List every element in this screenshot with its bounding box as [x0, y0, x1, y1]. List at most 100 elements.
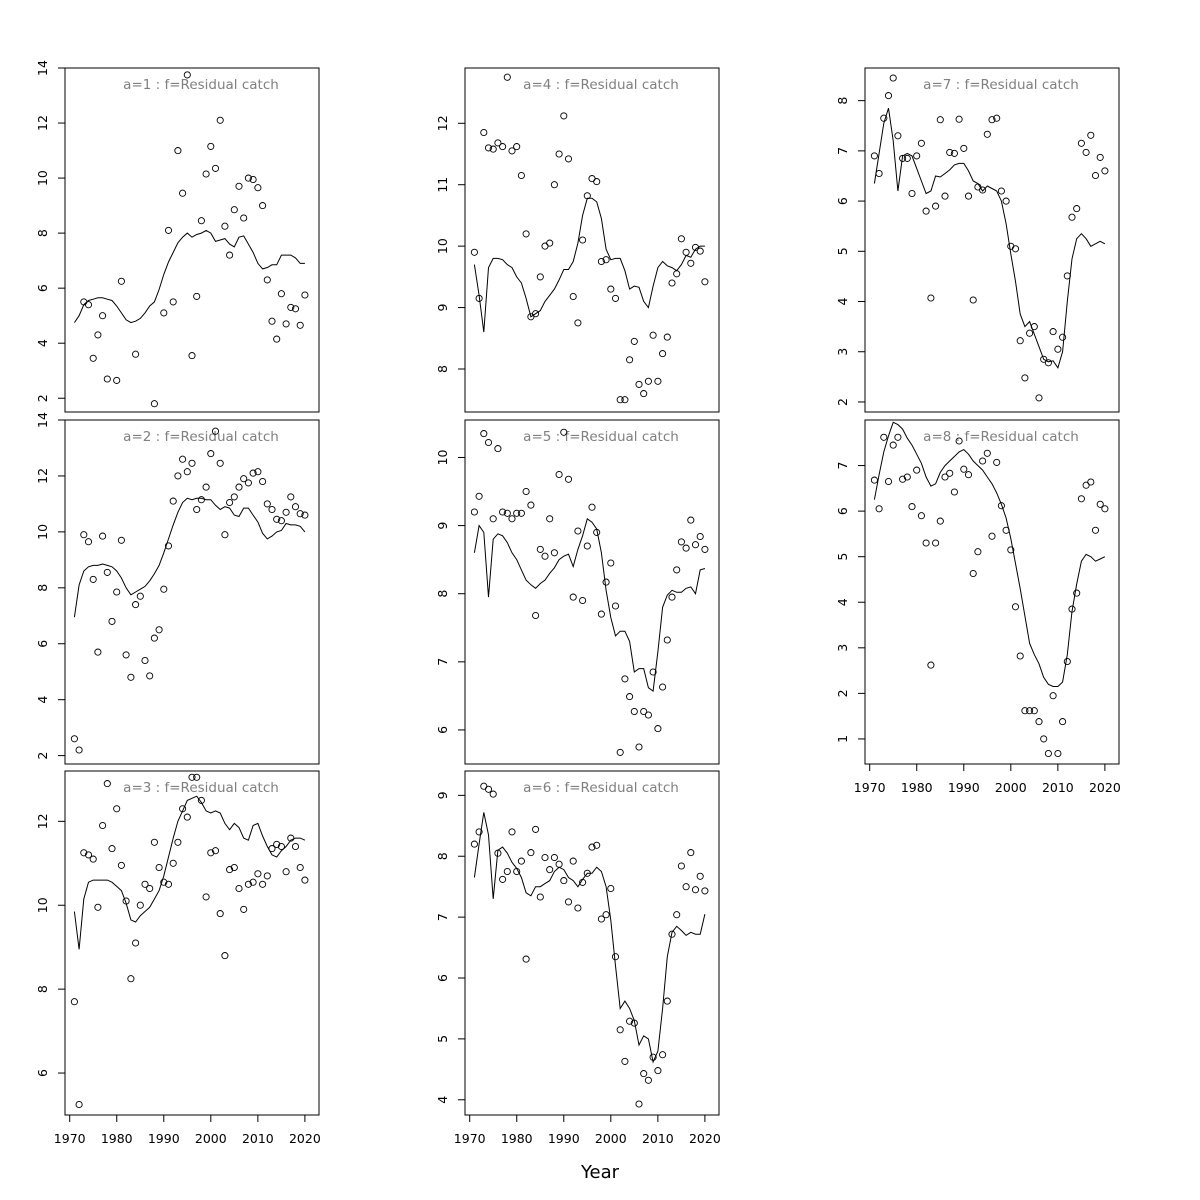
data-point — [484, 438, 493, 447]
data-point — [964, 192, 973, 200]
y-tick-label: 10 — [35, 897, 50, 913]
data-point — [532, 310, 540, 318]
y-tick-label: 10 — [435, 238, 450, 254]
data-point — [169, 298, 177, 306]
data-point — [89, 354, 97, 362]
data-point — [1011, 245, 1020, 253]
data-point — [621, 396, 629, 404]
data-point — [249, 175, 257, 184]
data-point — [221, 952, 229, 960]
data-point — [1054, 345, 1062, 353]
data-point — [169, 859, 177, 867]
plot-frame — [64, 67, 320, 413]
data-point — [908, 189, 916, 198]
data-point — [268, 317, 276, 325]
data-point — [682, 544, 690, 552]
data-point — [287, 493, 295, 501]
data-point — [1030, 323, 1038, 331]
data-point — [188, 459, 196, 467]
data-point — [216, 459, 224, 467]
data-point — [913, 152, 921, 160]
data-point — [287, 303, 295, 311]
data-point — [522, 955, 530, 963]
x-tick-label: 2010 — [642, 1131, 674, 1146]
y-tick-label: 4 — [35, 696, 50, 704]
y-tick-label: 8 — [435, 365, 450, 373]
data-point — [517, 857, 525, 865]
data-point — [997, 187, 1005, 195]
data-point — [532, 611, 540, 620]
data-point — [880, 114, 888, 122]
data-point — [480, 430, 488, 438]
data-point — [499, 875, 507, 883]
data-point — [546, 515, 554, 523]
data-point — [508, 515, 516, 523]
y-tick-label: 11 — [435, 177, 450, 193]
plot-frame — [864, 419, 1120, 765]
data-point — [513, 867, 521, 876]
data-point — [1054, 749, 1062, 758]
data-point — [602, 578, 610, 586]
data-point — [555, 470, 563, 479]
y-tick-label: 7 — [435, 913, 450, 921]
data-point — [983, 449, 991, 457]
data-point — [1030, 707, 1038, 715]
data-point — [1040, 735, 1048, 743]
x-tick-label: 2020 — [689, 1131, 721, 1146]
data-point — [94, 331, 102, 339]
data-point — [179, 455, 187, 463]
y-tick-label: 3 — [835, 348, 850, 356]
data-point — [696, 872, 704, 880]
panel-title: a=7 : f=Residual catch — [923, 77, 1079, 93]
data-point — [263, 500, 271, 508]
data-point — [282, 508, 290, 516]
data-point — [287, 834, 295, 842]
data-point — [80, 849, 88, 857]
data-point — [254, 468, 262, 476]
data-point — [99, 821, 107, 830]
data-point — [607, 285, 615, 293]
data-point — [941, 473, 949, 481]
data-point — [150, 838, 158, 846]
data-point — [503, 509, 511, 517]
data-point — [113, 376, 121, 384]
y-tick-label: 8 — [35, 985, 50, 993]
y-tick-label: 8 — [435, 852, 450, 860]
x-tick-label: 1970 — [854, 780, 886, 795]
data-point — [259, 202, 267, 210]
data-point — [649, 331, 657, 339]
data-point — [211, 164, 220, 172]
data-point — [522, 230, 530, 238]
data-point — [574, 319, 582, 327]
y-tick-label: 2 — [35, 394, 50, 402]
data-point — [1049, 328, 1057, 336]
data-point — [499, 508, 507, 516]
plot-frame — [464, 770, 720, 1116]
data-point — [583, 542, 591, 550]
data-point — [1007, 546, 1015, 554]
x-tick-label: 1990 — [148, 1131, 180, 1146]
data-point — [235, 483, 243, 491]
data-point — [268, 505, 276, 514]
data-point — [546, 239, 554, 247]
data-point — [499, 143, 507, 151]
x-tick-label: 1980 — [501, 1131, 533, 1146]
data-point — [569, 593, 577, 601]
data-point — [273, 335, 281, 343]
data-point — [701, 545, 709, 553]
data-point — [870, 152, 878, 160]
data-point — [254, 870, 262, 878]
data-point — [969, 296, 977, 304]
data-point — [183, 813, 191, 821]
x-tick-label: 1980 — [901, 780, 933, 795]
data-point — [179, 189, 187, 197]
data-point — [268, 845, 276, 853]
data-point — [207, 849, 215, 857]
y-tick-label: 6 — [435, 974, 450, 982]
data-point — [899, 154, 907, 162]
y-tick-label: 14 — [35, 412, 50, 428]
data-point — [668, 593, 676, 601]
data-point — [202, 893, 210, 901]
data-point — [602, 256, 610, 264]
